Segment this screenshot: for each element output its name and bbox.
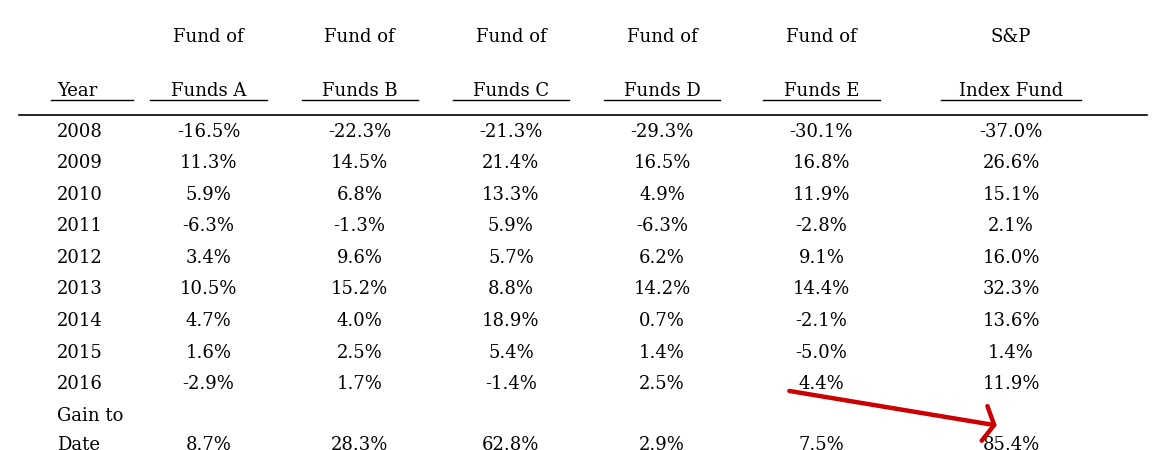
Text: Fund of: Fund of <box>786 28 857 46</box>
Text: 11.3%: 11.3% <box>180 154 237 172</box>
Text: -6.3%: -6.3% <box>182 217 234 235</box>
Text: 62.8%: 62.8% <box>483 436 540 450</box>
Text: -1.3%: -1.3% <box>333 217 386 235</box>
Text: 2012: 2012 <box>57 249 103 267</box>
Text: 6.2%: 6.2% <box>639 249 686 267</box>
Text: 5.7%: 5.7% <box>489 249 534 267</box>
Text: 5.9%: 5.9% <box>487 217 534 235</box>
Text: 14.4%: 14.4% <box>793 280 850 298</box>
Text: Year: Year <box>57 82 98 100</box>
Text: 2009: 2009 <box>57 154 103 172</box>
Text: 0.7%: 0.7% <box>639 312 686 330</box>
Text: Index Fund: Index Fund <box>958 82 1063 100</box>
Text: Funds A: Funds A <box>170 82 246 100</box>
Text: 4.7%: 4.7% <box>185 312 231 330</box>
Text: 11.9%: 11.9% <box>982 375 1040 393</box>
Text: 16.0%: 16.0% <box>982 249 1040 267</box>
Text: 8.8%: 8.8% <box>487 280 534 298</box>
Text: 2.9%: 2.9% <box>639 436 686 450</box>
Text: 7.5%: 7.5% <box>799 436 844 450</box>
Text: 2010: 2010 <box>57 186 103 204</box>
Text: 32.3%: 32.3% <box>983 280 1040 298</box>
Text: 1.4%: 1.4% <box>639 343 686 361</box>
Text: Gain to: Gain to <box>57 407 124 425</box>
Text: 1.4%: 1.4% <box>988 343 1034 361</box>
Text: -21.3%: -21.3% <box>479 122 542 140</box>
Text: 13.3%: 13.3% <box>482 186 540 204</box>
Text: 14.5%: 14.5% <box>331 154 388 172</box>
Text: 2013: 2013 <box>57 280 103 298</box>
Text: 9.1%: 9.1% <box>799 249 844 267</box>
Text: 85.4%: 85.4% <box>983 436 1040 450</box>
Text: -2.8%: -2.8% <box>795 217 848 235</box>
Text: Funds D: Funds D <box>624 82 701 100</box>
Text: 2014: 2014 <box>57 312 103 330</box>
Text: 16.8%: 16.8% <box>793 154 850 172</box>
Text: 2016: 2016 <box>57 375 103 393</box>
Text: Funds E: Funds E <box>784 82 859 100</box>
Text: 4.0%: 4.0% <box>337 312 382 330</box>
Text: 15.1%: 15.1% <box>983 186 1040 204</box>
Text: 2.1%: 2.1% <box>988 217 1034 235</box>
Text: 3.4%: 3.4% <box>185 249 231 267</box>
Text: 28.3%: 28.3% <box>331 436 388 450</box>
Text: 11.9%: 11.9% <box>793 186 850 204</box>
Text: 4.4%: 4.4% <box>799 375 844 393</box>
Text: Date: Date <box>57 436 100 450</box>
Text: 6.8%: 6.8% <box>337 186 382 204</box>
Text: -16.5%: -16.5% <box>177 122 240 140</box>
Text: 10.5%: 10.5% <box>180 280 237 298</box>
Text: 26.6%: 26.6% <box>983 154 1040 172</box>
Text: -30.1%: -30.1% <box>789 122 854 140</box>
Text: Fund of: Fund of <box>173 28 244 46</box>
Text: -5.0%: -5.0% <box>795 343 848 361</box>
Text: 5.9%: 5.9% <box>185 186 231 204</box>
Text: 13.6%: 13.6% <box>982 312 1040 330</box>
Text: 2008: 2008 <box>57 122 103 140</box>
Text: S&P: S&P <box>991 28 1031 46</box>
Text: 2015: 2015 <box>57 343 103 361</box>
Text: 1.7%: 1.7% <box>337 375 382 393</box>
Text: 8.7%: 8.7% <box>185 436 231 450</box>
Text: -2.1%: -2.1% <box>795 312 848 330</box>
Text: Fund of: Fund of <box>476 28 546 46</box>
Text: 21.4%: 21.4% <box>483 154 540 172</box>
Text: Fund of: Fund of <box>324 28 395 46</box>
Text: Funds C: Funds C <box>473 82 549 100</box>
Text: Fund of: Fund of <box>627 28 697 46</box>
Text: 9.6%: 9.6% <box>337 249 382 267</box>
Text: 15.2%: 15.2% <box>331 280 388 298</box>
Text: Funds B: Funds B <box>322 82 398 100</box>
Text: 1.6%: 1.6% <box>185 343 231 361</box>
Text: -37.0%: -37.0% <box>979 122 1042 140</box>
Text: 5.4%: 5.4% <box>489 343 534 361</box>
Text: -29.3%: -29.3% <box>631 122 694 140</box>
Text: 18.9%: 18.9% <box>482 312 540 330</box>
Text: 2.5%: 2.5% <box>639 375 684 393</box>
Text: 16.5%: 16.5% <box>633 154 690 172</box>
Text: 2.5%: 2.5% <box>337 343 382 361</box>
Text: 14.2%: 14.2% <box>633 280 690 298</box>
Text: 4.9%: 4.9% <box>639 186 686 204</box>
Text: -6.3%: -6.3% <box>637 217 688 235</box>
Text: -22.3%: -22.3% <box>328 122 392 140</box>
Text: -2.9%: -2.9% <box>183 375 234 393</box>
Text: -1.4%: -1.4% <box>485 375 536 393</box>
Text: 2011: 2011 <box>57 217 103 235</box>
